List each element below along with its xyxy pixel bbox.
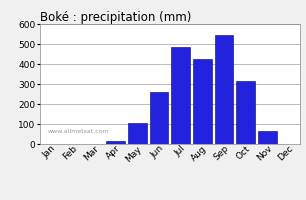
Text: www.allmetsat.com: www.allmetsat.com (48, 129, 109, 134)
Bar (171, 47, 190, 144)
Bar (237, 81, 255, 144)
Bar (258, 131, 277, 144)
Bar (215, 35, 233, 144)
Text: Boké : precipitation (mm): Boké : precipitation (mm) (40, 11, 191, 24)
Bar (128, 123, 147, 144)
Bar (193, 59, 211, 144)
Bar (106, 141, 125, 144)
Bar (150, 92, 168, 144)
